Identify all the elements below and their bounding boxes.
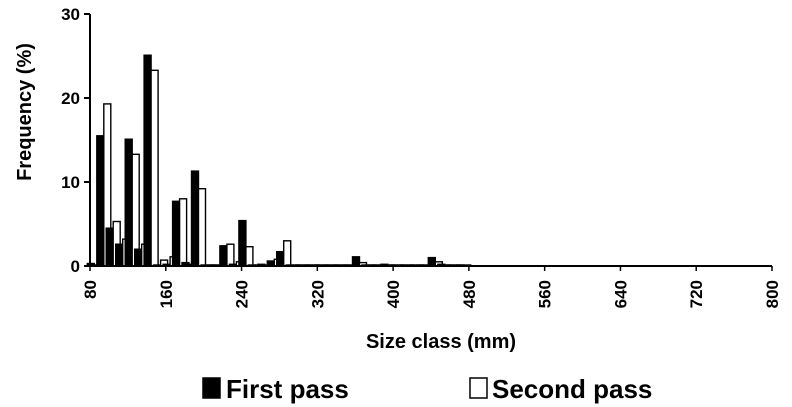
y-tick-label-20: 20 (61, 89, 80, 108)
x-ticks: 80 160 240 320 400 480 560 640 720 800 (81, 266, 782, 308)
y-tick-label-0: 0 (71, 257, 80, 276)
bar-first-pass-120 (124, 138, 133, 267)
legend-label-second-pass: Second pass (492, 374, 652, 404)
bar-second-pass-170 (178, 198, 188, 267)
x-axis-title: Size class (mm) (366, 331, 516, 353)
legend-swatch-first-pass (202, 377, 221, 399)
x-tick-label-240: 240 (233, 280, 252, 308)
bar-first-pass-130 (133, 248, 143, 267)
bar-first-pass-110 (114, 243, 124, 267)
x-tick-label-640: 640 (611, 280, 630, 308)
bar-first-pass-140 (143, 54, 152, 267)
bar-second-pass-220 (226, 243, 235, 267)
y-tick-label-10: 10 (61, 173, 80, 192)
y-ticks: 0 10 20 30 (61, 5, 90, 276)
y-tick-label-30: 30 (61, 5, 80, 24)
bar-first-pass-240 (238, 219, 247, 267)
bar-second-pass-140 (150, 69, 159, 267)
bars-layer (86, 54, 472, 267)
x-tick-label-480: 480 (460, 280, 479, 308)
x-tick-label-320: 320 (308, 280, 327, 308)
legend: First pass Second pass (202, 374, 652, 404)
x-tick-label-720: 720 (687, 280, 706, 308)
bar-first-pass-220 (219, 245, 228, 267)
bar-second-pass-240 (245, 245, 254, 267)
legend-label-first-pass: First pass (226, 374, 349, 404)
legend-swatch-second-pass (469, 377, 488, 399)
x-tick-label-560: 560 (536, 280, 555, 308)
x-tick-label-80: 80 (81, 280, 100, 299)
axes-layer (89, 14, 772, 267)
bar-first-pass-280 (276, 250, 285, 267)
bar-second-pass-280 (283, 240, 292, 267)
bar-second-pass-190 (197, 187, 207, 267)
bar-first-pass-100 (105, 227, 114, 267)
x-tick-label-800: 800 (763, 280, 782, 308)
y-axis-title: Frequency (%) (14, 43, 36, 181)
bar-first-pass-170 (171, 200, 181, 267)
bar-first-pass-90 (96, 135, 105, 267)
bar-first-pass-440 (427, 256, 436, 267)
x-tick-label-160: 160 (157, 280, 176, 308)
bar-first-pass-190 (190, 170, 200, 267)
bar-first-pass-360 (351, 256, 361, 267)
x-tick-label-400: 400 (384, 280, 403, 308)
